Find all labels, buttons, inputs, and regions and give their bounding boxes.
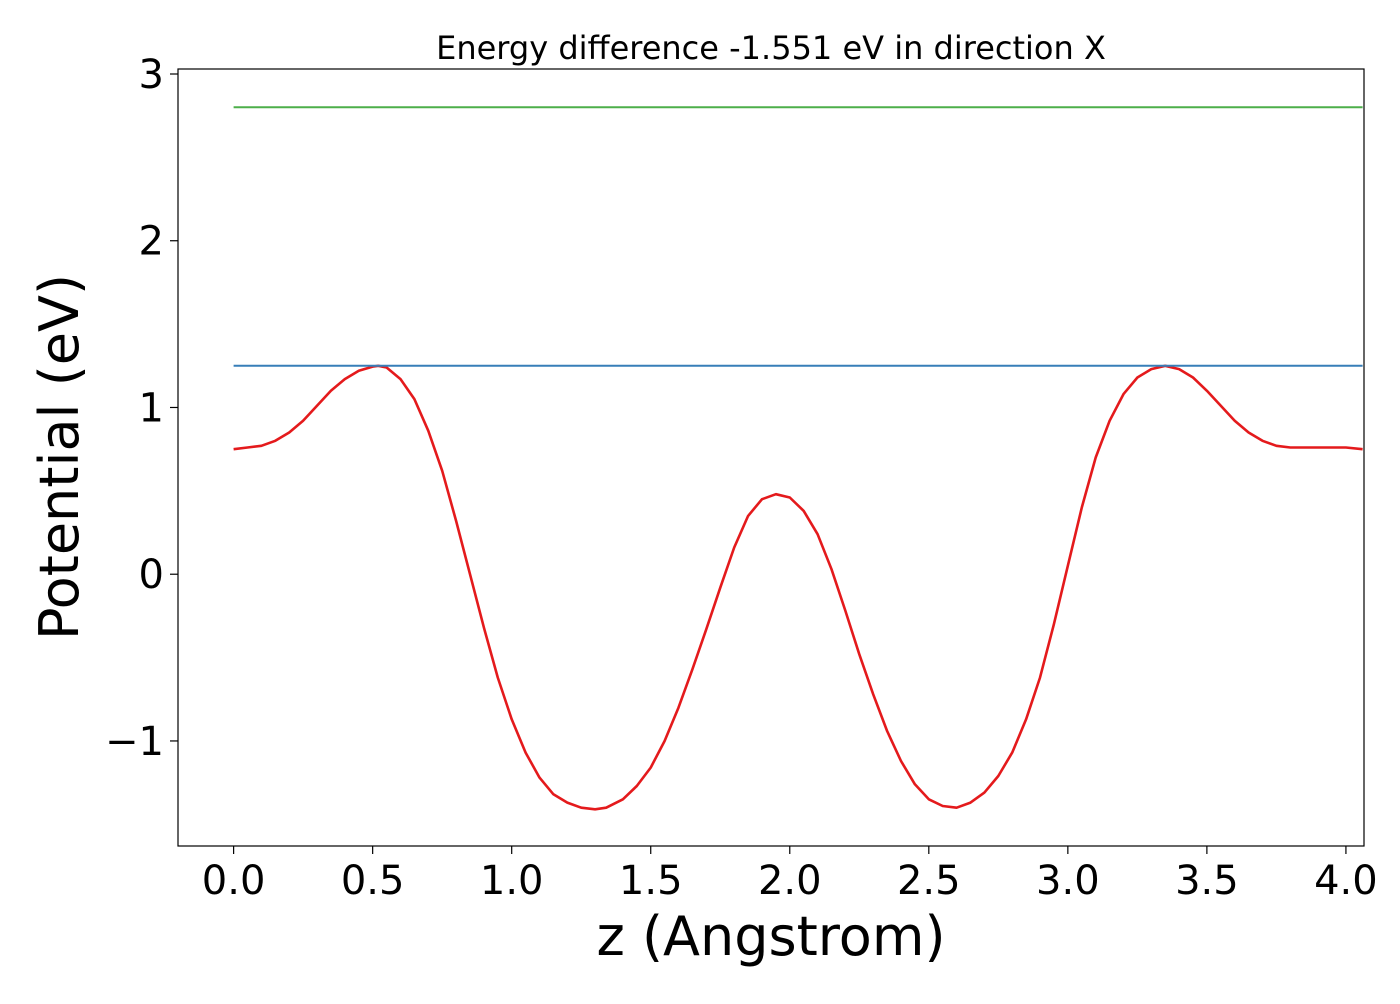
series-line-0 — [233, 364, 1363, 811]
y-axis-label: Potential (eV) — [28, 274, 91, 640]
series-layer — [233, 106, 1363, 811]
x-tick-label: 2.5 — [897, 858, 961, 904]
x-axis: 0.0 0.5 1.0 1.5 2.0 2.5 3.0 3.5 4.0 — [202, 846, 1378, 904]
x-tick-label: 1.0 — [480, 858, 544, 904]
x-tick-label: 2.0 — [758, 858, 822, 904]
y-tick-label: 0 — [139, 552, 164, 598]
x-tick-label: 1.5 — [619, 858, 683, 904]
x-tick-label: 0.0 — [202, 858, 266, 904]
x-tick-label: 3.0 — [1036, 858, 1100, 904]
x-tick-label: 3.5 — [1175, 858, 1239, 904]
x-axis-label: z (Angstrom) — [596, 905, 945, 968]
plot-frame — [177, 68, 1365, 847]
chart-title: Energy difference -1.551 eV in direction… — [436, 29, 1106, 67]
y-tick-label: 3 — [139, 52, 164, 98]
y-axis: −1 0 1 2 3 — [105, 52, 178, 765]
y-tick-label: −1 — [105, 719, 164, 765]
x-tick-label: 4.0 — [1314, 858, 1378, 904]
y-tick-label: 1 — [139, 385, 164, 431]
plot-area — [178, 69, 1364, 846]
x-tick-label: 0.5 — [341, 858, 405, 904]
y-tick-label: 2 — [139, 219, 164, 265]
